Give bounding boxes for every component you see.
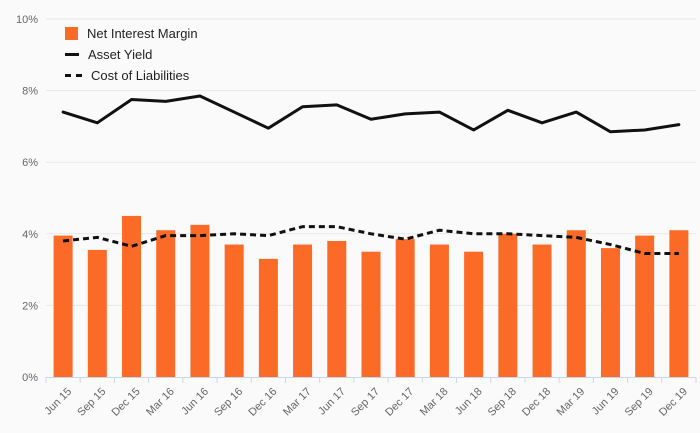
x-tick-label: Sep 17 xyxy=(349,386,382,419)
x-tick-label: Dec 19 xyxy=(657,386,690,419)
x-tick-label: Jun 19 xyxy=(590,386,622,418)
x-tick-label: Mar 17 xyxy=(281,386,314,419)
x-tick-label: Dec 17 xyxy=(383,386,416,419)
x-tick-label: Jun 18 xyxy=(453,386,485,418)
nim-bar xyxy=(156,230,176,377)
nim-bar xyxy=(635,235,655,377)
bar-swatch-icon xyxy=(65,26,78,40)
x-tick-label: Mar 16 xyxy=(144,386,177,419)
x-tick-label: Sep 19 xyxy=(623,386,656,419)
legend-item-cost-of-liabilities[interactable]: Cost of Liabilities xyxy=(65,67,198,83)
legend-item-net-interest-margin[interactable]: Net Interest Margin xyxy=(65,25,198,41)
legend-item-asset-yield[interactable]: Asset Yield xyxy=(65,46,198,62)
nim-bar xyxy=(258,258,278,377)
nim-bar xyxy=(429,244,449,377)
x-tick-label: Dec 15 xyxy=(110,386,143,419)
nim-bar xyxy=(532,244,552,377)
y-tick-label: 4% xyxy=(22,229,38,241)
legend-label-cost-of-liabilities: Cost of Liabilities xyxy=(91,67,190,83)
x-tick-label: Dec 16 xyxy=(246,386,279,419)
nim-bar xyxy=(566,230,586,377)
y-tick-label: 10% xyxy=(16,14,38,26)
nim-bar xyxy=(327,240,347,377)
x-tick-label: Jun 16 xyxy=(179,386,211,418)
y-tick-label: 6% xyxy=(22,157,38,169)
y-tick-label: 8% xyxy=(22,86,38,98)
nim-bar xyxy=(464,251,484,377)
solid-line-swatch-icon xyxy=(65,52,79,56)
nim-bar xyxy=(669,230,689,377)
nim-bar xyxy=(224,244,244,377)
legend-label-net-interest-margin: Net Interest Margin xyxy=(87,25,198,41)
legend-label-asset-yield: Asset Yield xyxy=(88,46,153,62)
dashed-line-swatch-icon xyxy=(65,73,82,77)
x-tick-label: Jun 15 xyxy=(42,386,74,418)
y-tick-label: 2% xyxy=(22,300,38,312)
x-tick-label: Sep 18 xyxy=(486,386,519,419)
nim-bar xyxy=(87,249,107,377)
nim-bar xyxy=(53,235,73,377)
cost-of-liabilities-line xyxy=(62,225,679,255)
x-tick-label: Dec 18 xyxy=(520,386,553,419)
x-tick-label: Sep 15 xyxy=(75,386,108,419)
asset-yield-line xyxy=(61,94,681,134)
x-tick-label: Mar 18 xyxy=(418,386,451,419)
x-tick-label: Jun 17 xyxy=(316,386,348,418)
nim-bar xyxy=(122,215,142,377)
x-tick-label: Sep 16 xyxy=(212,386,245,419)
nim-bar xyxy=(293,244,313,377)
y-tick-label: 0% xyxy=(22,372,38,384)
nim-bar xyxy=(190,224,210,377)
nim-bar xyxy=(361,251,381,377)
nim-bar xyxy=(600,248,620,377)
nim-bar xyxy=(395,239,415,377)
chart-legend: Net Interest Margin Asset Yield Cost of … xyxy=(65,25,198,83)
x-tick-label: Mar 19 xyxy=(555,386,588,419)
nim-bar xyxy=(498,233,518,377)
